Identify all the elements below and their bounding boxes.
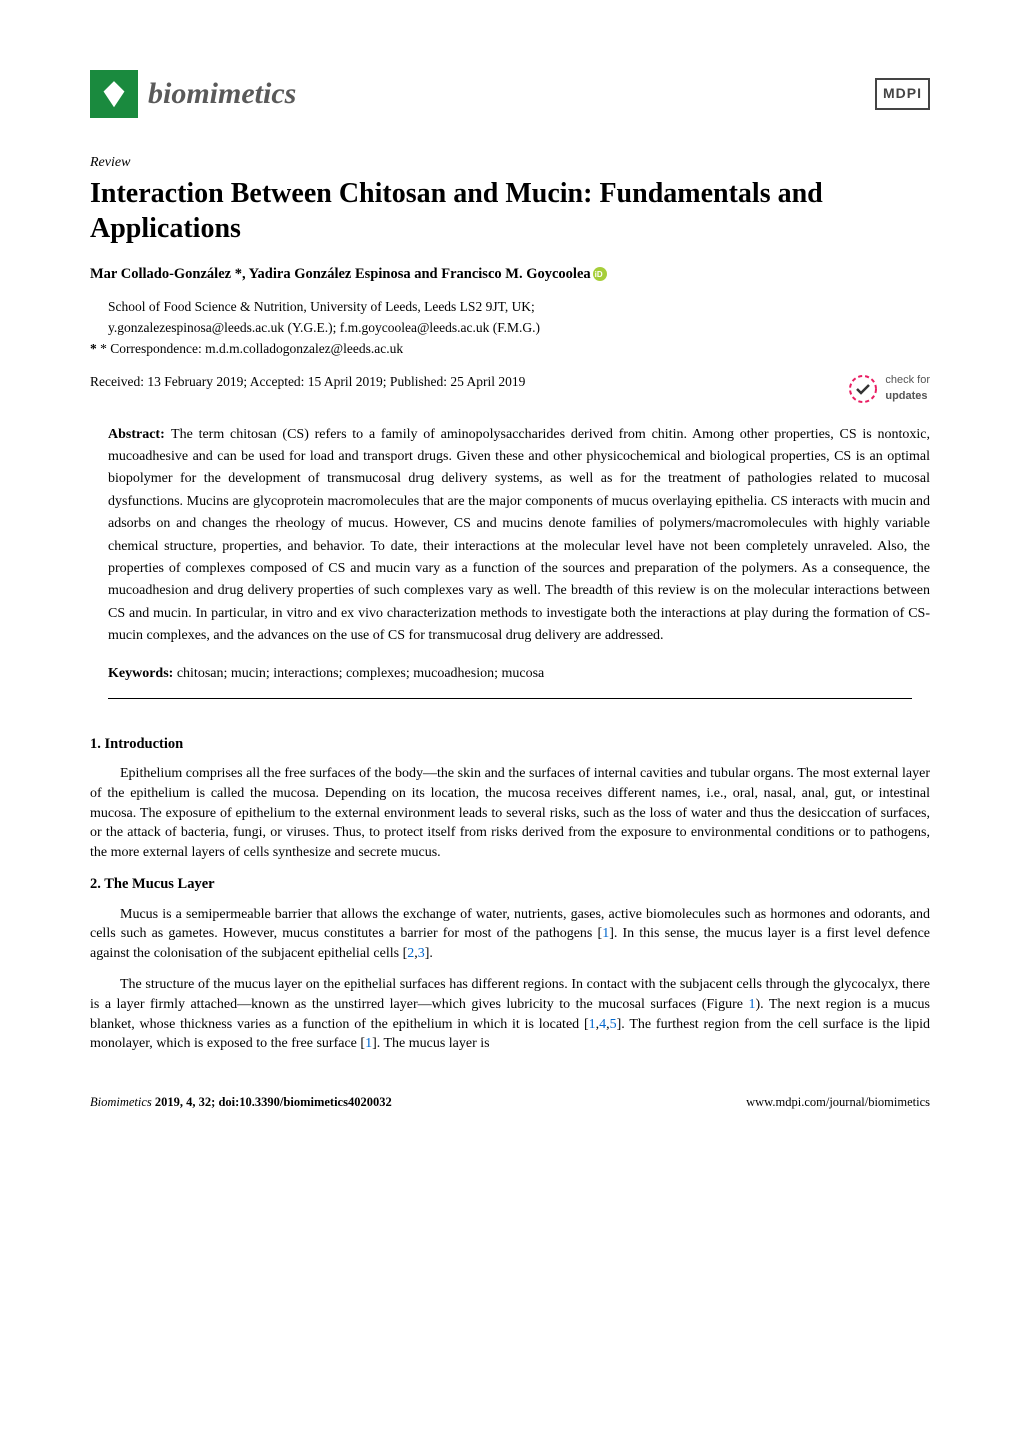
dates-text: Received: 13 February 2019; Accepted: 15…	[90, 373, 525, 392]
mucus-p1-d: ].	[425, 946, 433, 961]
ref-link[interactable]: 3	[418, 946, 425, 961]
article-type: Review	[90, 153, 930, 173]
leaf-icon	[100, 80, 128, 108]
check-updates-line1: check for	[885, 374, 930, 386]
check-updates-text: check for updates	[885, 373, 930, 404]
keywords-text: chitosan; mucin; interactions; complexes…	[177, 666, 544, 681]
keywords-label: Keywords:	[108, 666, 173, 681]
check-updates-badge[interactable]: check for updates	[847, 373, 930, 405]
footer-left: Biomimetics 2019, 4, 32; doi:10.3390/bio…	[90, 1094, 392, 1112]
ref-link[interactable]: 1	[365, 1036, 372, 1051]
abstract-text: The term chitosan (CS) refers to a famil…	[108, 427, 930, 644]
footer-journal-italic: Biomimetics	[90, 1095, 152, 1109]
ref-link[interactable]: 5	[610, 1017, 617, 1032]
ref-link[interactable]: 1	[589, 1017, 596, 1032]
affiliation-line-1: School of Food Science & Nutrition, Univ…	[108, 298, 930, 317]
abstract-label: Abstract:	[108, 427, 165, 442]
logo-icon	[90, 70, 138, 118]
authors-text: Mar Collado-González *, Yadira González …	[90, 266, 591, 282]
authors-line: Mar Collado-González *, Yadira González …	[90, 264, 930, 284]
footer-right[interactable]: www.mdpi.com/journal/biomimetics	[746, 1094, 930, 1112]
check-updates-icon	[847, 373, 879, 405]
keywords-block: Keywords: chitosan; mucin; interactions;…	[108, 664, 930, 684]
intro-para-1: Epithelium comprises all the free surfac…	[90, 764, 930, 862]
correspondence-line: * * Correspondence: m.d.m.colladogonzale…	[90, 340, 930, 359]
orcid-icon[interactable]	[593, 267, 607, 281]
separator-line	[108, 698, 912, 699]
check-updates-line2: updates	[885, 390, 927, 402]
footer-citation: 2019, 4, 32; doi:10.3390/biomimetics4020…	[152, 1095, 392, 1109]
article-title: Interaction Between Chitosan and Mucin: …	[90, 176, 930, 246]
mucus-para-1: Mucus is a semipermeable barrier that al…	[90, 905, 930, 964]
journal-logo: biomimetics	[90, 70, 296, 118]
affiliation-line-2: y.gonzalezespinosa@leeds.ac.uk (Y.G.E.);…	[108, 319, 930, 338]
header-row: biomimetics MDPI	[90, 70, 930, 118]
section-1-heading: 1. Introduction	[90, 734, 930, 754]
publisher-logo: MDPI	[875, 78, 930, 110]
mucus-para-2: The structure of the mucus layer on the …	[90, 975, 930, 1053]
journal-name: biomimetics	[148, 73, 296, 115]
footer-row: Biomimetics 2019, 4, 32; doi:10.3390/bio…	[90, 1094, 930, 1112]
correspondence-text: * Correspondence: m.d.m.colladogonzalez@…	[100, 341, 403, 356]
abstract-block: Abstract: The term chitosan (CS) refers …	[108, 423, 930, 647]
mucus-p2-f: ]. The mucus layer is	[372, 1036, 490, 1051]
dates-row: Received: 13 February 2019; Accepted: 15…	[90, 373, 930, 405]
section-2-heading: 2. The Mucus Layer	[90, 874, 930, 894]
